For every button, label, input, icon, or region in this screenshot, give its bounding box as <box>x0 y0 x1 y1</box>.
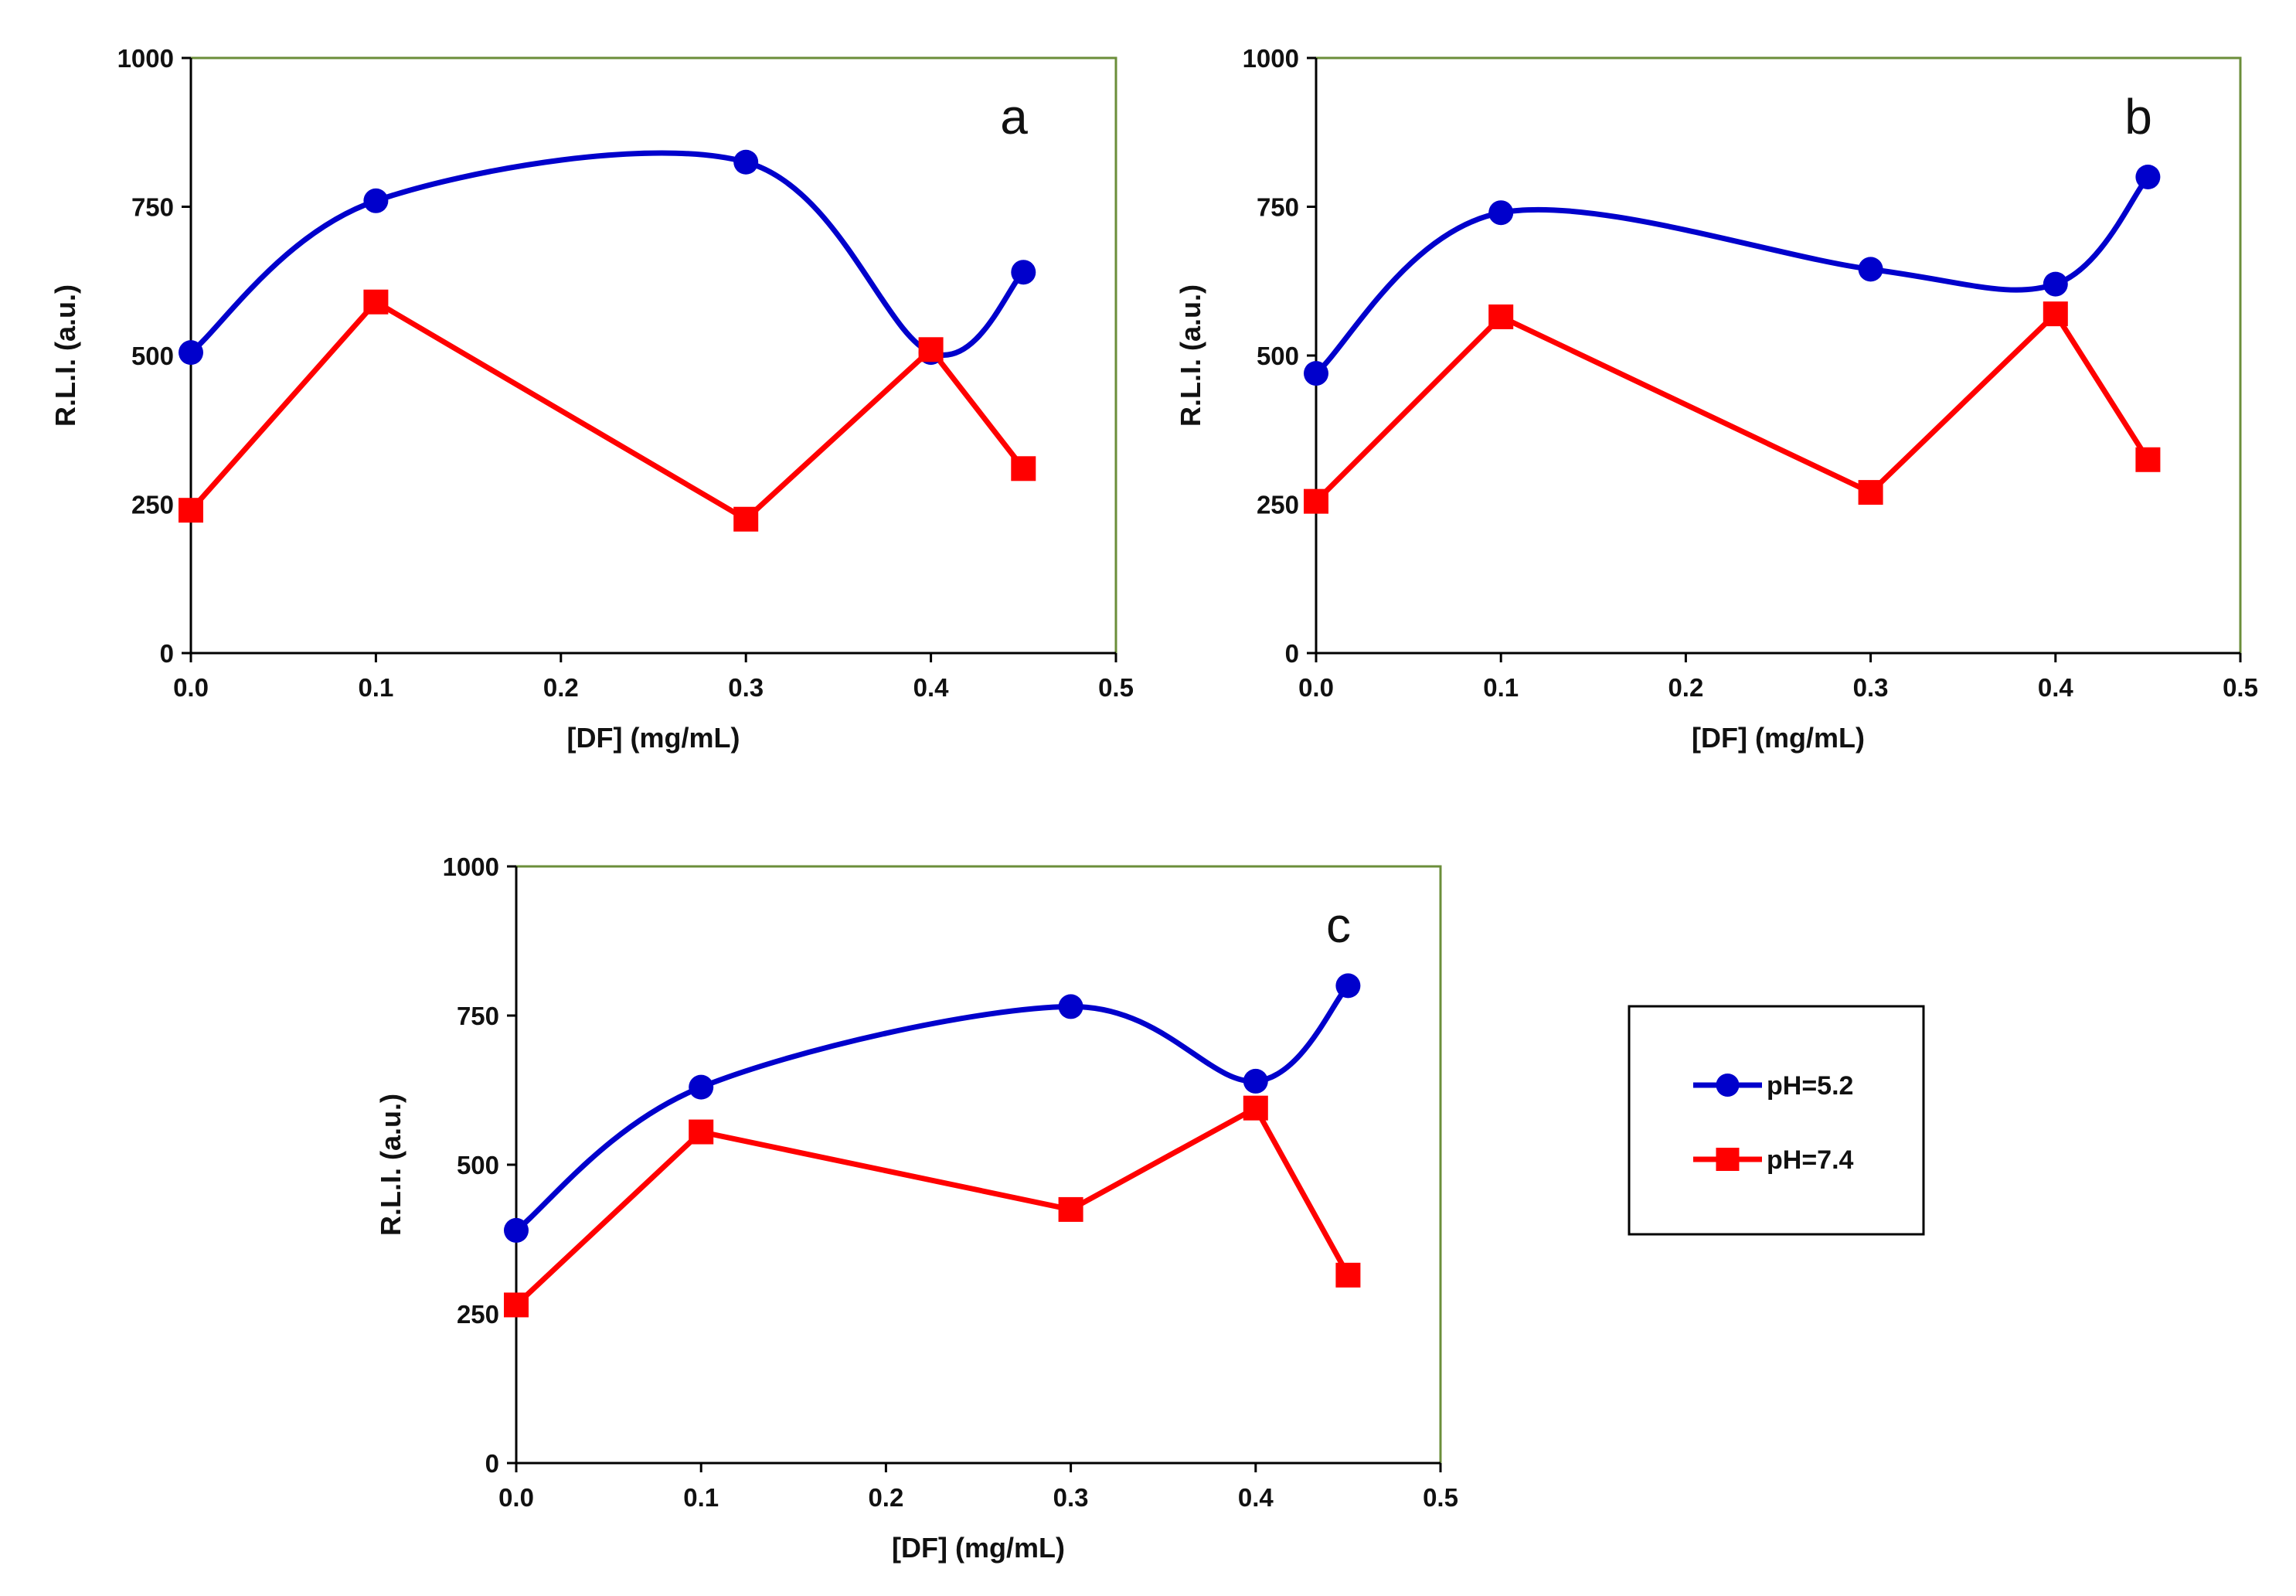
x-axis-title: [DF] (mg/mL) <box>892 1532 1065 1564</box>
data-point-pH=5.2 <box>1488 200 1514 226</box>
x-axis-title: [DF] (mg/mL) <box>1692 722 1865 754</box>
data-point-pH=7.4 <box>733 506 759 532</box>
y-tick-label: 0 <box>160 639 174 668</box>
x-tick-label: 0.4 <box>913 673 950 702</box>
y-axis-title: R.L.I. (a.u.) <box>1175 284 1206 427</box>
data-point-pH=5.2 <box>689 1074 714 1100</box>
chart-panel-b: 0 250 500 750 1000 0.0 0.1 0.2 0.3 0.4 0.5 [DF] (mg… <box>1175 44 2258 754</box>
y-axis-title: R.L.I. (a.u.) <box>49 284 81 427</box>
series-line-pH=7.4 <box>188 299 1026 522</box>
data-point-pH=7.4 <box>504 1292 529 1318</box>
data-point-pH=7.4 <box>1858 480 1883 505</box>
series-line-pH=5.2 <box>1313 174 2151 376</box>
y-tick-label: 1000 <box>117 44 174 73</box>
x-tick-label: 0.4 <box>1238 1483 1274 1512</box>
data-point-pH=7.4 <box>1304 488 1328 514</box>
chart-panel-a: 0 250 500 750 1000 0.0 0.1 0.2 0.3 0.4 0.5 [DF] (mg… <box>49 44 1134 754</box>
y-tick-label: 750 <box>1257 193 1299 222</box>
x-tick-label: 0.5 <box>1098 673 1134 702</box>
data-point-pH=5.2 <box>1058 994 1083 1019</box>
x-tick-label: 0.3 <box>728 673 764 702</box>
data-point-pH=5.2 <box>733 149 759 175</box>
series-line-pH=7.4 <box>1313 311 2151 505</box>
data-point-pH=7.4 <box>1243 1095 1268 1121</box>
x-tick-label: 0.3 <box>1853 673 1889 702</box>
x-tick-label: 0.1 <box>1483 673 1519 702</box>
series-line-pH=5.2 <box>513 982 1351 1234</box>
y-tick-label: 500 <box>457 1151 499 1179</box>
data-point-pH=5.2 <box>1335 973 1361 999</box>
y-tick-label: 1000 <box>1243 44 1299 73</box>
data-point-pH=5.2 <box>2043 271 2068 297</box>
y-tick-label: 500 <box>131 342 174 370</box>
y-tick-label: 1000 <box>443 852 499 881</box>
legend-label: pH=7.4 <box>1767 1145 1854 1175</box>
plot-area-border <box>516 865 1442 1463</box>
series-line-pH=7.4 <box>513 1105 1351 1308</box>
x-tick-label: 0.0 <box>1298 673 1334 702</box>
data-point-pH=7.4 <box>689 1119 714 1145</box>
x-tick-label: 0.1 <box>358 673 393 702</box>
y-axis-title: R.L.I. (a.u.) <box>375 1094 406 1236</box>
data-point-pH=7.4 <box>1335 1262 1361 1288</box>
data-point-pH=7.4 <box>918 337 944 362</box>
data-point-pH=7.4 <box>1011 456 1036 482</box>
data-point-pH=5.2 <box>2135 165 2161 189</box>
data-point-pH=7.4 <box>2135 447 2161 472</box>
data-point-pH=5.2 <box>504 1217 529 1243</box>
y-tick-label: 250 <box>1257 491 1299 519</box>
data-point-pH=5.2 <box>1304 361 1328 386</box>
data-point-pH=7.4 <box>1488 304 1514 329</box>
y-tick-label: 500 <box>1257 342 1299 370</box>
data-point-pH=5.2 <box>179 340 203 366</box>
x-tick-label: 0.2 <box>543 673 579 702</box>
panel-letter: a <box>1000 89 1028 145</box>
legend-marker-circle <box>1716 1074 1740 1097</box>
chart-panel-c: 0 250 500 750 1000 0.0 0.1 0.2 0.3 0.4 0.5 [DF] (mg… <box>375 852 1458 1564</box>
data-point-pH=7.4 <box>1058 1196 1083 1222</box>
legend-marker-square <box>1716 1148 1740 1171</box>
series-line-pH=5.2 <box>188 150 1026 358</box>
legend-label: pH=5.2 <box>1767 1071 1853 1101</box>
legend-box <box>1628 1005 1925 1236</box>
x-axis-title: [DF] (mg/mL) <box>567 722 740 754</box>
data-point-pH=7.4 <box>179 498 203 523</box>
y-tick-label: 0 <box>485 1449 499 1478</box>
data-point-pH=7.4 <box>2043 301 2068 327</box>
data-point-pH=5.2 <box>363 188 389 213</box>
y-tick-label: 0 <box>1285 639 1299 668</box>
plot-area-border <box>1316 56 2242 653</box>
x-tick-label: 0.2 <box>1668 673 1703 702</box>
x-tick-label: 0.3 <box>1053 1483 1089 1512</box>
legend: pH=5.2 pH=7.4 <box>1628 1005 1925 1236</box>
data-point-pH=5.2 <box>1011 260 1036 285</box>
y-tick-label: 750 <box>131 193 174 222</box>
x-tick-label: 0.4 <box>2038 673 2074 702</box>
panel-letter: c <box>1326 897 1351 953</box>
y-tick-label: 750 <box>457 1002 499 1030</box>
x-tick-label: 0.2 <box>868 1483 903 1512</box>
y-tick-label: 250 <box>131 491 174 519</box>
plot-area-border <box>191 56 1117 653</box>
x-tick-label: 0.5 <box>1423 1483 1458 1512</box>
data-point-pH=5.2 <box>1243 1068 1268 1094</box>
panel-letter: b <box>2124 89 2152 145</box>
data-point-pH=5.2 <box>1858 257 1883 282</box>
x-tick-label: 0.5 <box>2223 673 2258 702</box>
x-tick-label: 0.1 <box>683 1483 719 1512</box>
x-tick-label: 0.0 <box>498 1483 534 1512</box>
x-tick-label: 0.0 <box>173 673 209 702</box>
y-tick-label: 250 <box>457 1300 499 1329</box>
data-point-pH=7.4 <box>363 289 389 315</box>
